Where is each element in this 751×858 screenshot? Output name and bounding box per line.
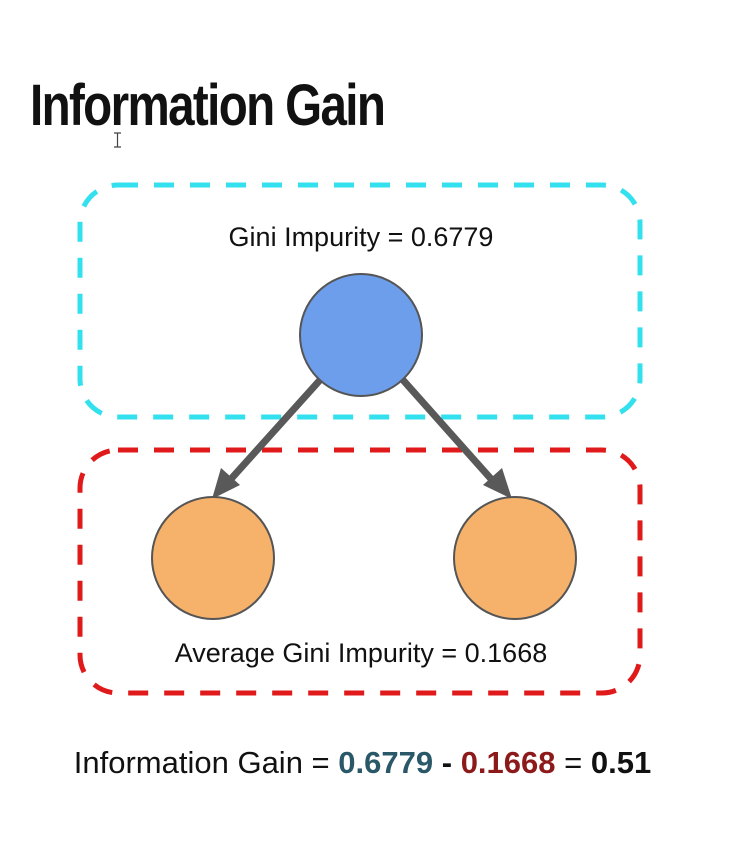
arrowhead-right bbox=[483, 468, 512, 499]
arrow-left bbox=[219, 377, 323, 492]
parent-node-box bbox=[77, 182, 643, 420]
page-title: Information Gain bbox=[30, 73, 386, 138]
right-child-node bbox=[453, 496, 577, 620]
arrow-right bbox=[400, 377, 503, 492]
children-nodes-box bbox=[77, 447, 643, 696]
arrowhead-left bbox=[212, 468, 240, 499]
children-avg-gini-label: Average Gini Impurity = 0.1668 bbox=[175, 638, 547, 668]
equation-lhs: Information Gain = bbox=[73, 745, 330, 780]
equation-parent-value: 0.6779 bbox=[338, 745, 434, 780]
equation-minus: - bbox=[441, 745, 453, 780]
text-cursor-icon bbox=[114, 132, 121, 148]
parent-node bbox=[299, 273, 423, 397]
equation-result: 0.51 bbox=[590, 745, 652, 780]
parent-gini-label: Gini Impurity = 0.6779 bbox=[229, 222, 494, 252]
equation-child-value: 0.1668 bbox=[460, 745, 556, 780]
information-gain-equation: Information Gain = 0.6779 - 0.1668 = 0.5… bbox=[0, 745, 725, 781]
equation-equals: = bbox=[564, 745, 583, 780]
left-child-node bbox=[151, 496, 275, 620]
